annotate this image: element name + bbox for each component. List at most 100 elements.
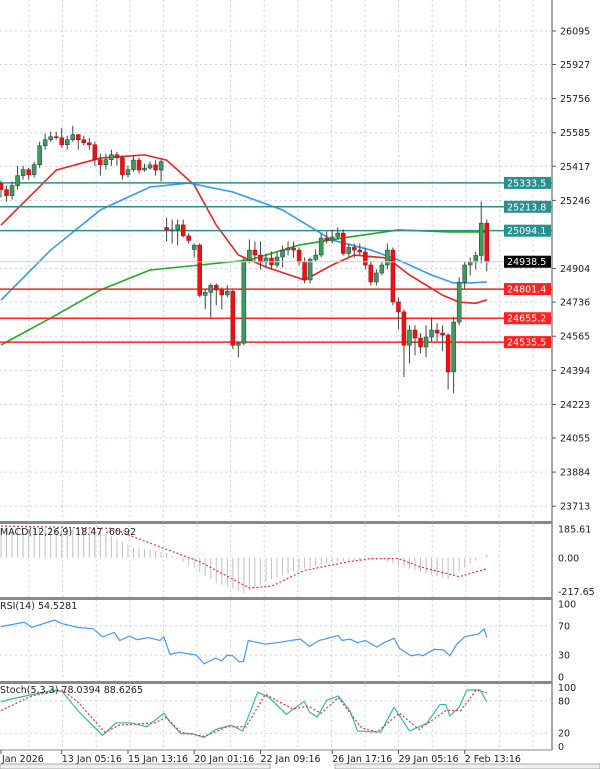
candle-bullish — [31, 164, 37, 175]
candle-bullish — [329, 236, 335, 241]
candle-bearish — [53, 136, 59, 138]
stoch-tick-label: 100 — [558, 683, 576, 694]
candle-bullish — [142, 167, 147, 171]
candle-bullish — [103, 159, 109, 165]
candle-bullish — [385, 249, 390, 266]
stoch-tick-label: 20 — [558, 729, 570, 740]
macd-title: MACD(12,26,9) 18.47 -60.92 — [0, 527, 136, 538]
price-tick-label: 24055 — [560, 433, 590, 444]
current-price-label: 24938.5 — [507, 257, 546, 268]
stoch-tick-label: 0 — [558, 742, 564, 753]
price-tick-label: 25756 — [560, 94, 590, 105]
candle-bearish — [440, 332, 445, 336]
candle-bullish — [473, 255, 478, 263]
candle-bullish — [109, 154, 114, 160]
candle-bullish — [335, 232, 340, 238]
candle-bearish — [390, 249, 396, 303]
candle-bearish — [434, 329, 440, 334]
resistance-price-label-bg — [504, 200, 551, 213]
candle-bullish — [462, 264, 467, 283]
candle-bearish — [401, 311, 407, 346]
candle-bullish — [318, 237, 324, 256]
candle-bullish — [478, 222, 484, 256]
candle-bullish — [147, 164, 153, 169]
support-price-label-bg — [504, 312, 551, 325]
candle-bearish — [197, 244, 202, 296]
candle-bullish — [285, 247, 291, 251]
rsi-title: RSI(14) 54.5281 — [0, 601, 77, 612]
candle-bearish — [153, 164, 158, 171]
candle-bullish — [451, 321, 456, 373]
candle-bearish — [87, 142, 92, 145]
time-tick-label: Jan 2026 — [1, 754, 44, 765]
candle-bullish — [175, 224, 180, 231]
candle-bearish — [59, 137, 64, 145]
candle-bullish — [169, 229, 175, 232]
plot-area — [0, 0, 552, 750]
candle-bullish — [70, 134, 76, 140]
candle-bearish — [230, 291, 236, 346]
candle-bullish — [241, 259, 247, 344]
candles — [0, 125, 490, 394]
price-tick-label: 25417 — [560, 162, 590, 173]
candle-bearish — [76, 134, 81, 140]
candle-bearish — [180, 224, 186, 237]
panel-separator — [0, 521, 552, 524]
candle-bullish — [202, 292, 208, 296]
candle-bullish — [313, 254, 318, 260]
price-tick-label: 25585 — [560, 128, 590, 139]
candle-bearish — [296, 249, 302, 263]
chart-tab — [334, 763, 600, 769]
stoch-tick-label: 80 — [558, 696, 570, 707]
price-tick-label: 24565 — [560, 332, 590, 343]
support-price-label: 24801.4 — [507, 285, 546, 296]
moving-average-line — [0, 154, 487, 305]
candle-bullish — [456, 281, 462, 323]
price-tick-label: 24904 — [560, 264, 590, 275]
support-price-label-bg — [504, 336, 551, 349]
candle-bullish — [236, 342, 241, 346]
time-tick-label: 22 Jan 09:16 — [260, 754, 320, 765]
candle-bearish — [396, 301, 401, 313]
panel-separator — [0, 597, 552, 600]
macd-tick-label: 0.00 — [558, 553, 579, 564]
support-price-label: 24535.5 — [507, 338, 546, 349]
candle-bullish — [191, 244, 197, 250]
candle-bearish — [484, 222, 490, 262]
stoch-title: Stoch(5,3,3) 78.0394 88.6265 — [0, 685, 143, 696]
time-tick-label: 26 Jan 17:16 — [332, 754, 392, 765]
macd-signal-line — [0, 525, 487, 589]
candle-bearish — [418, 337, 423, 348]
candle-bullish — [346, 247, 352, 254]
price-tick-label: 25927 — [560, 60, 590, 71]
rsi-line — [0, 619, 488, 665]
resistance-price-label: 25213.8 — [507, 202, 546, 213]
candle-bearish — [164, 227, 169, 231]
resistance-price-label: 25094.1 — [507, 226, 546, 237]
price-tick-label: 24394 — [560, 366, 590, 377]
candle-bullish — [429, 329, 434, 338]
candle-bullish — [225, 291, 230, 296]
candle-bearish — [114, 154, 120, 158]
macd-tick-label: -217.65 — [558, 587, 595, 598]
time-tick-label: 13 Jan 05:16 — [62, 754, 122, 765]
candle-bullish — [20, 169, 26, 176]
candle-bearish — [412, 329, 418, 339]
candle-bearish — [120, 157, 125, 175]
price-tick-label: 24736 — [560, 298, 590, 309]
current-price-label-bg — [504, 255, 551, 268]
price-tick-label: 25246 — [560, 196, 590, 207]
macd-histogram — [0, 528, 488, 594]
candle-bearish — [340, 232, 346, 254]
candle-bearish — [136, 159, 142, 171]
panel-separator — [0, 681, 552, 684]
candle-bullish — [131, 159, 136, 170]
candle-bearish — [324, 237, 329, 241]
rsi-tick-label: 70 — [558, 621, 570, 632]
candle-bullish — [423, 336, 429, 348]
candle-bearish — [81, 139, 87, 143]
candle-bearish — [219, 289, 225, 296]
price-axis: 26095 25927 25756 25585 25417 25246 24904 24736… — [560, 27, 590, 513]
resistance-price-label: 25333.5 — [507, 178, 546, 189]
